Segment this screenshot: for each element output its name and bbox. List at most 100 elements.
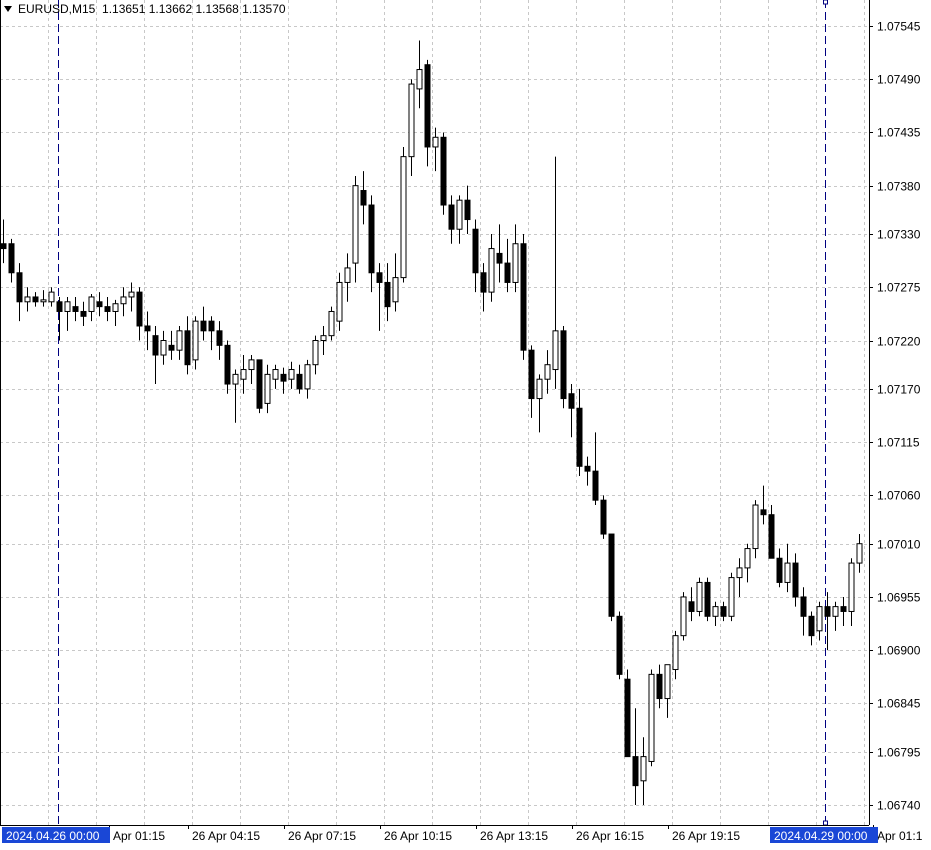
time-axis[interactable]: Apr 01:15 26 Apr 04:15 26 Apr 07:15 26 Apr … [2,825,923,843]
candle[interactable] [720,601,727,622]
candle[interactable] [176,325,183,360]
candle[interactable] [824,592,831,651]
candle[interactable] [280,367,287,394]
candle[interactable] [736,558,743,597]
candle[interactable] [160,330,167,365]
candle[interactable] [248,355,255,385]
candle[interactable] [432,127,439,172]
candle[interactable] [704,577,711,622]
candle[interactable] [552,156,559,389]
candle[interactable] [592,432,599,506]
candle[interactable] [856,534,863,573]
candle[interactable] [72,296,79,322]
candle[interactable] [584,456,591,486]
candle[interactable] [32,292,39,307]
candle[interactable] [408,79,415,176]
dropdown-triangle-icon[interactable] [4,5,12,12]
candle[interactable] [8,238,15,283]
candle[interactable] [792,553,799,607]
candle[interactable] [144,311,151,351]
candle[interactable] [656,664,663,709]
candle[interactable] [504,238,511,293]
candle[interactable] [840,596,847,626]
candle[interactable] [400,146,407,283]
candle[interactable] [392,253,399,312]
candle[interactable] [776,548,783,588]
candle[interactable] [328,306,335,341]
candle[interactable] [608,533,615,622]
candle[interactable] [96,292,103,317]
candle[interactable] [560,325,567,409]
price-axis[interactable]: 1.07545 1.07490 1.07435 1.07380 1.07330 1.072… [869,20,921,813]
candle[interactable] [360,171,367,225]
candle[interactable] [240,355,247,394]
candle[interactable] [312,335,319,375]
candle[interactable] [536,374,543,433]
candle[interactable] [208,316,215,351]
separator-handle[interactable] [823,0,828,5]
candle[interactable] [808,611,815,646]
candle[interactable] [448,195,455,244]
candle[interactable] [472,219,479,293]
candle[interactable] [648,669,655,767]
candles[interactable] [0,40,863,805]
candle[interactable] [800,587,807,636]
candle[interactable] [16,263,23,322]
candle[interactable] [672,630,679,680]
candle[interactable] [192,316,199,370]
candle[interactable] [376,263,383,331]
candle[interactable] [288,361,295,389]
candle[interactable] [368,195,375,293]
candle[interactable] [128,282,135,312]
candle[interactable] [760,485,767,525]
candle[interactable] [296,364,303,394]
candle[interactable] [512,224,519,293]
candle[interactable] [528,345,535,418]
candle[interactable] [272,364,279,389]
candle[interactable] [384,263,391,322]
candle[interactable] [40,290,47,307]
candle[interactable] [184,316,191,375]
candle[interactable] [752,500,759,559]
candle[interactable] [120,287,127,317]
candle[interactable] [64,296,71,331]
candle[interactable] [616,611,623,680]
candle[interactable] [816,601,823,641]
candle[interactable] [640,737,647,805]
candle[interactable] [344,253,351,302]
candle[interactable] [24,287,31,312]
candle[interactable] [576,388,583,476]
candle[interactable] [664,664,671,718]
candle[interactable] [680,592,687,641]
candle[interactable] [624,669,631,758]
candle[interactable] [256,359,263,414]
candle[interactable] [480,263,487,312]
candle[interactable] [488,234,495,302]
candle[interactable] [336,272,343,331]
candle[interactable] [232,369,239,423]
candle[interactable] [848,558,855,626]
candle[interactable] [168,330,175,360]
candle[interactable] [784,543,791,593]
candle[interactable] [416,40,423,109]
separator-handle[interactable] [823,820,828,826]
candle[interactable] [56,296,63,341]
candle[interactable] [80,301,87,326]
candle[interactable] [464,185,471,235]
candle[interactable] [200,306,207,341]
candle[interactable] [424,59,431,167]
candle[interactable] [104,296,111,322]
candle[interactable] [600,495,607,539]
candle[interactable] [456,195,463,244]
candle[interactable] [264,364,271,414]
candle[interactable] [832,601,839,631]
candle[interactable] [696,577,703,617]
candle[interactable] [496,224,503,283]
candle[interactable] [136,287,143,341]
candle[interactable] [152,325,159,385]
candle[interactable] [688,587,695,622]
candle[interactable] [320,325,327,356]
candle[interactable] [632,708,639,805]
